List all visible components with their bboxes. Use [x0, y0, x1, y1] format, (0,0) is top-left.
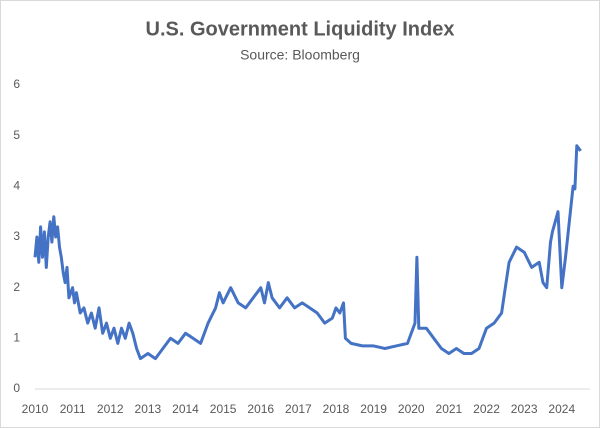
x-tick-label: 2014	[172, 402, 199, 416]
x-tick-label: 2021	[436, 402, 463, 416]
x-tick-label: 2023	[511, 402, 538, 416]
y-tick-label: 0	[13, 381, 20, 395]
x-tick-label: 2011	[60, 402, 86, 416]
x-tick-label: 2022	[473, 402, 500, 416]
x-tick-label: 2012	[97, 402, 124, 416]
x-tick-label: 2020	[398, 402, 425, 416]
x-tick-label: 2013	[135, 402, 162, 416]
y-tick-label: 5	[13, 128, 20, 142]
chart-title: U.S. Government Liquidity Index	[146, 18, 455, 40]
x-tick-label: 2015	[210, 402, 237, 416]
chart-subtitle: Source: Bloomberg	[240, 47, 360, 63]
x-tick-label: 2024	[548, 402, 575, 416]
y-tick-label: 2	[13, 280, 20, 294]
x-tick-label: 2018	[323, 402, 350, 416]
x-tick-label: 2019	[360, 402, 387, 416]
x-tick-label: 2017	[285, 402, 312, 416]
data-line	[33, 144, 582, 361]
y-tick-label: 1	[13, 331, 20, 345]
y-tick-label: 3	[13, 229, 20, 243]
x-tick-label: 2010	[22, 402, 49, 416]
x-tick-label: 2016	[247, 402, 274, 416]
y-tick-label: 4	[13, 179, 20, 193]
y-tick-label: 6	[13, 77, 20, 91]
